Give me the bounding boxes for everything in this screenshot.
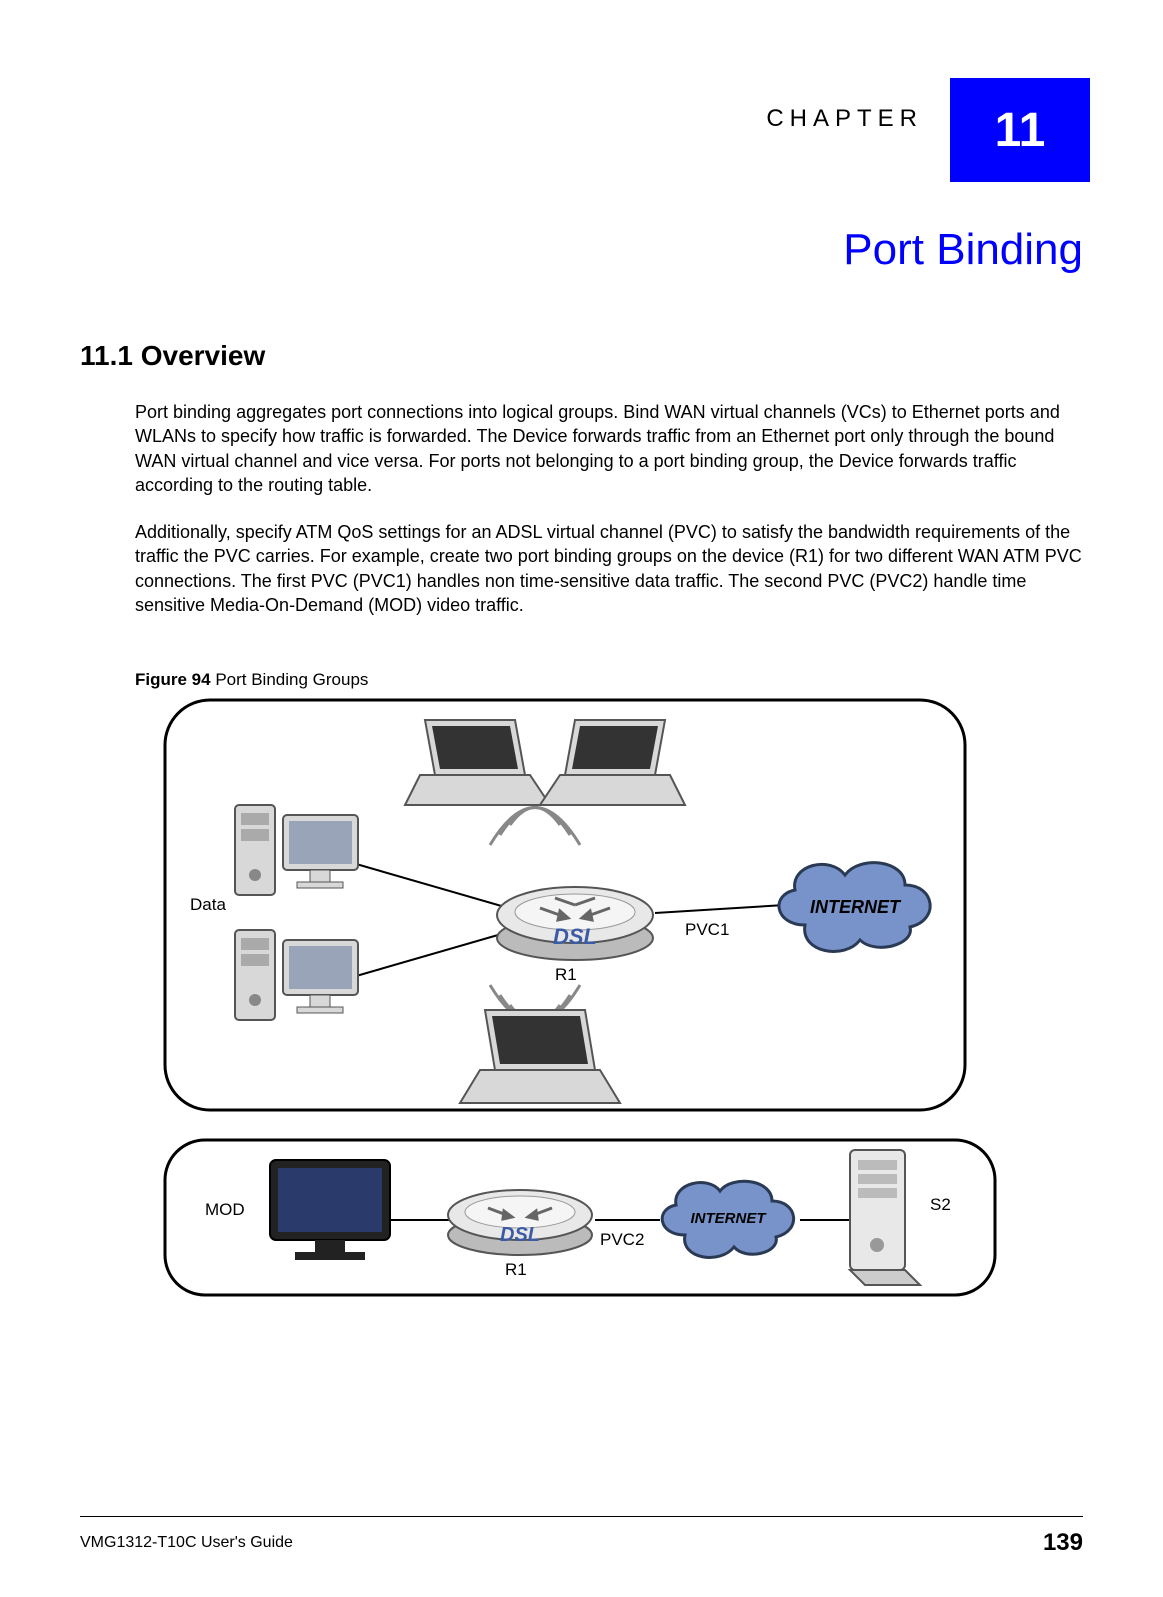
footer-guide-title: VMG1312-T10C User's Guide bbox=[80, 1534, 293, 1552]
paragraph-1: Port binding aggregates port connections… bbox=[135, 400, 1085, 497]
footer-page-number: 139 bbox=[1043, 1529, 1083, 1557]
section-heading: 11.1 Overview bbox=[80, 340, 265, 372]
paragraph-2: Additionally, specify ATM QoS settings f… bbox=[135, 520, 1085, 617]
chapter-label: CHAPTER bbox=[766, 105, 923, 133]
group2-router-label: R1 bbox=[505, 1260, 527, 1280]
svg-text:DSL: DSL bbox=[500, 1224, 540, 1246]
group1-data-label: Data bbox=[190, 895, 226, 915]
chapter-title: Port Binding bbox=[843, 225, 1083, 275]
group2-mod-label: MOD bbox=[205, 1200, 245, 1220]
svg-text:DSL: DSL bbox=[553, 924, 597, 949]
chapter-number: 11 bbox=[995, 103, 1046, 158]
svg-text:INTERNET: INTERNET bbox=[691, 1210, 768, 1227]
figure-title: Port Binding Groups bbox=[211, 670, 369, 689]
footer-rule bbox=[80, 1516, 1083, 1517]
group2-server-label: S2 bbox=[930, 1195, 951, 1215]
figure-number: Figure 94 bbox=[135, 670, 211, 689]
group2-pvc-label: PVC2 bbox=[600, 1230, 644, 1250]
svg-text:INTERNET: INTERNET bbox=[810, 897, 902, 917]
group1-pvc-label: PVC1 bbox=[685, 920, 729, 940]
group1-router-label: R1 bbox=[555, 965, 577, 985]
figure-diagram: DSL INTERNET bbox=[160, 695, 1010, 1320]
figure-caption: Figure 94 Port Binding Groups bbox=[135, 670, 368, 690]
chapter-number-box: 11 bbox=[950, 78, 1090, 182]
